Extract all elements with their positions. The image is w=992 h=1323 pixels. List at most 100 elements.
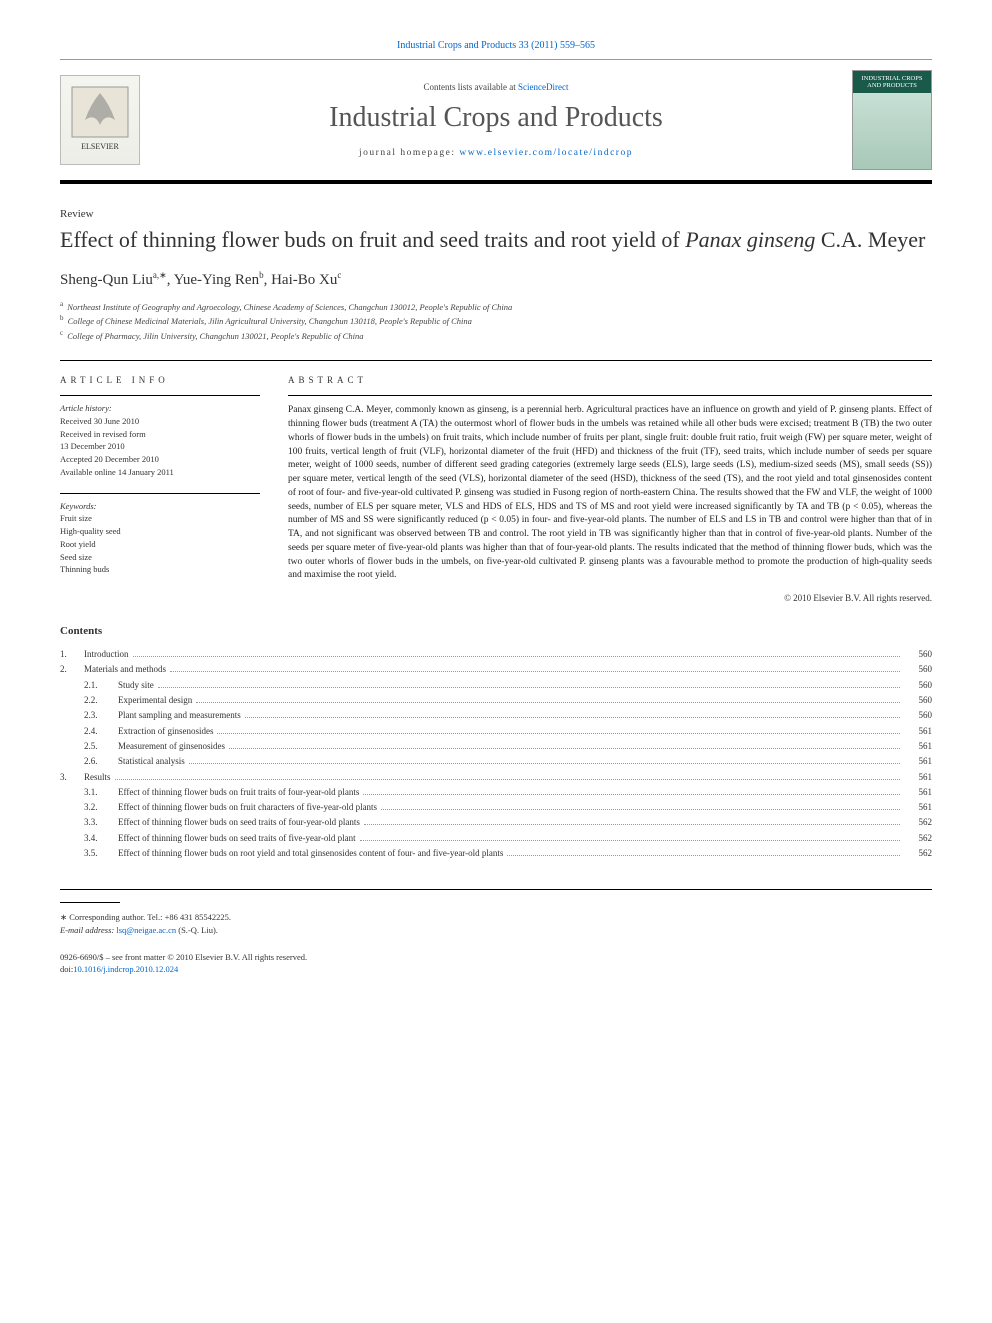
- corresponding-author: ∗ Corresponding author. Tel.: +86 431 85…: [60, 912, 231, 922]
- toc-number: 2.1.: [84, 678, 118, 693]
- abstract-copyright: © 2010 Elsevier B.V. All rights reserved…: [288, 593, 932, 603]
- toc-page: 561: [904, 724, 932, 739]
- affiliation: b College of Chinese Medicinal Materials…: [60, 313, 932, 328]
- toc-page: 561: [904, 785, 932, 800]
- toc-row: 2.2.Experimental design560: [60, 693, 932, 708]
- article-info-label: article info: [60, 375, 260, 385]
- toc-title: Effect of thinning flower buds on root y…: [118, 846, 503, 861]
- history-line: Available online 14 January 2011: [60, 466, 260, 479]
- keyword: Root yield: [60, 538, 260, 551]
- toc-leader-dots: [364, 824, 900, 825]
- toc-leader-dots: [217, 733, 900, 734]
- toc-title: Introduction: [84, 647, 129, 662]
- toc-row: 1.Introduction560: [60, 647, 932, 662]
- toc-number: 2.: [60, 662, 84, 677]
- affiliation-sup: a: [60, 300, 63, 308]
- toc-title: Study site: [118, 678, 154, 693]
- toc-title: Plant sampling and measurements: [118, 708, 241, 723]
- toc-title: Results: [84, 770, 111, 785]
- toc-title: Effect of thinning flower buds on fruit …: [118, 785, 359, 800]
- journal-homepage-line: journal homepage: www.elsevier.com/locat…: [158, 148, 834, 158]
- toc-number: 3.5.: [84, 846, 118, 861]
- toc-leader-dots: [115, 779, 900, 780]
- toc-title: Materials and methods: [84, 662, 166, 677]
- history-line: Accepted 20 December 2010: [60, 453, 260, 466]
- footer: ∗ Corresponding author. Tel.: +86 431 85…: [60, 889, 932, 976]
- toc-number: 3.1.: [84, 785, 118, 800]
- contents-available-line: Contents lists available at ScienceDirec…: [158, 82, 834, 92]
- affiliation-sup: c: [60, 329, 63, 337]
- toc-number: 2.5.: [84, 739, 118, 754]
- keywords-label: Keywords:: [60, 500, 260, 513]
- email-suffix: (S.-Q. Liu).: [176, 925, 218, 935]
- corresponding-email-link[interactable]: lsq@neigae.ac.cn: [116, 925, 176, 935]
- footer-copyright-block: 0926-6690/$ – see front matter © 2010 El…: [60, 951, 932, 977]
- history-label: Article history:: [60, 403, 112, 413]
- affiliation: a Northeast Institute of Geography and A…: [60, 299, 932, 314]
- affiliation-sup: b: [60, 314, 64, 322]
- info-abstract-row: article info Article history: Received 3…: [60, 360, 932, 603]
- toc-title: Measurement of ginsenosides: [118, 739, 225, 754]
- abstract-text: Panax ginseng C.A. Meyer, commonly known…: [288, 404, 932, 583]
- footer-rule: [60, 902, 120, 903]
- toc-row: 3.3.Effect of thinning flower buds on se…: [60, 815, 932, 830]
- toc-row: 2.6.Statistical analysis561: [60, 754, 932, 769]
- keyword: Thinning buds: [60, 563, 260, 576]
- toc-page: 562: [904, 815, 932, 830]
- email-label: E-mail address:: [60, 925, 116, 935]
- running-head-link[interactable]: Industrial Crops and Products 33 (2011) …: [397, 40, 595, 51]
- toc-row: 3.1.Effect of thinning flower buds on fr…: [60, 785, 932, 800]
- keyword: Fruit size: [60, 512, 260, 525]
- toc-number: 2.3.: [84, 708, 118, 723]
- toc-row: 3.5.Effect of thinning flower buds on ro…: [60, 846, 932, 861]
- toc-number: 3.3.: [84, 815, 118, 830]
- toc-number: 2.2.: [84, 693, 118, 708]
- toc-page: 561: [904, 754, 932, 769]
- doi-link[interactable]: 10.1016/j.indcrop.2010.12.024: [73, 964, 178, 974]
- journal-cover-thumbnail: INDUSTRIAL CROPS AND PRODUCTS: [852, 70, 932, 170]
- author-1: Sheng-Qun Liu: [60, 272, 153, 288]
- homepage-prefix: journal homepage:: [359, 148, 459, 158]
- toc-page: 561: [904, 770, 932, 785]
- toc-number: 1.: [60, 647, 84, 662]
- keyword: Seed size: [60, 551, 260, 564]
- contents-heading: Contents: [60, 625, 932, 637]
- toc-title: Extraction of ginsenosides: [118, 724, 213, 739]
- history-line: Received 30 June 2010: [60, 415, 260, 428]
- toc-title: Effect of thinning flower buds on fruit …: [118, 800, 377, 815]
- toc-number: 2.4.: [84, 724, 118, 739]
- toc-row: 2.1.Study site560: [60, 678, 932, 693]
- toc-title: Experimental design: [118, 693, 192, 708]
- toc-leader-dots: [158, 687, 900, 688]
- affiliation: c College of Pharmacy, Jilin University,…: [60, 328, 932, 343]
- toc-page: 562: [904, 831, 932, 846]
- keyword: High-quality seed: [60, 525, 260, 538]
- running-head-citation: 33 (2011) 559–565: [519, 40, 595, 51]
- toc-page: 560: [904, 662, 932, 677]
- toc-row: 2.5.Measurement of ginsenosides561: [60, 739, 932, 754]
- abstract-block: Panax ginseng C.A. Meyer, commonly known…: [288, 395, 932, 603]
- history-line: Received in revised form: [60, 428, 260, 441]
- journal-homepage-link[interactable]: www.elsevier.com/locate/indcrop: [459, 148, 633, 158]
- keywords-block: Keywords: Fruit sizeHigh-quality seedRoo…: [60, 493, 260, 577]
- toc-leader-dots: [507, 855, 900, 856]
- toc-leader-dots: [245, 717, 900, 718]
- author-1-sup: a,∗: [153, 270, 167, 280]
- abstract-label: abstract: [288, 375, 932, 385]
- toc-row: 2.3.Plant sampling and measurements560: [60, 708, 932, 723]
- running-head-journal: Industrial Crops and Products: [397, 40, 516, 51]
- sciencedirect-link[interactable]: ScienceDirect: [518, 82, 568, 92]
- doi-prefix: doi:: [60, 964, 73, 974]
- toc-page: 562: [904, 846, 932, 861]
- article-info-col: article info Article history: Received 3…: [60, 375, 260, 603]
- journal-title: Industrial Crops and Products: [158, 102, 834, 134]
- elsevier-logo: ELSEVIER: [60, 75, 140, 165]
- affiliations: a Northeast Institute of Geography and A…: [60, 299, 932, 343]
- toc-row: 3.2.Effect of thinning flower buds on fr…: [60, 800, 932, 815]
- toc-row: 3.Results561: [60, 770, 932, 785]
- toc-title: Statistical analysis: [118, 754, 185, 769]
- toc-title: Effect of thinning flower buds on seed t…: [118, 815, 360, 830]
- toc-leader-dots: [189, 763, 900, 764]
- running-head: Industrial Crops and Products 33 (2011) …: [60, 40, 932, 51]
- contents-prefix: Contents lists available at: [424, 82, 518, 92]
